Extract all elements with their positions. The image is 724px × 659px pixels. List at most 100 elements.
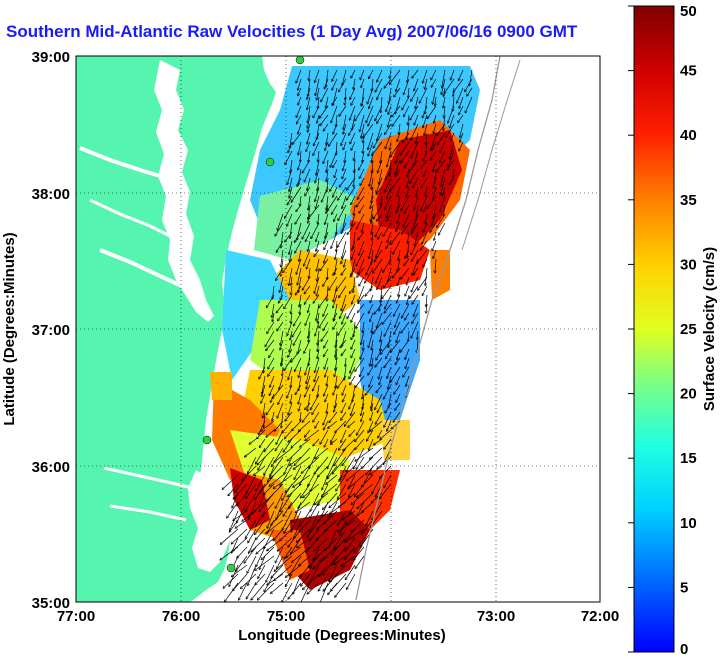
velocity-arrow	[449, 177, 455, 184]
velocity-arrow	[357, 267, 365, 277]
velocity-arrow	[251, 582, 266, 600]
velocity-arrow	[233, 573, 248, 591]
colorbar-tick-label: 10	[680, 515, 697, 532]
velocity-arrow	[354, 159, 355, 173]
velocity-arrow	[336, 348, 337, 359]
velocity-arrow	[304, 294, 311, 304]
velocity-arrow	[268, 465, 275, 482]
velocity-arrow	[371, 204, 374, 221]
velocity-arrow	[289, 186, 293, 198]
velocity-arrow	[288, 447, 302, 461]
velocity-arrow	[348, 474, 365, 489]
velocity-arrow	[287, 213, 293, 226]
velocity-arrow	[272, 447, 284, 466]
velocity-arrow	[377, 312, 383, 328]
velocity-arrow	[390, 366, 401, 382]
velocity-arrow	[359, 159, 365, 170]
velocity-arrow	[370, 348, 374, 366]
velocity-arrow	[366, 456, 383, 475]
velocity-arrow	[287, 321, 293, 336]
velocity-arrow	[417, 330, 418, 339]
velocity-arrow	[425, 78, 428, 89]
velocity-arrow	[298, 123, 302, 134]
velocity-arrow	[336, 276, 347, 291]
velocity-arrow	[263, 402, 266, 418]
velocity-arrow	[290, 222, 293, 238]
velocity-arrow	[417, 339, 418, 353]
velocity-arrow	[284, 519, 293, 533]
velocity-arrow	[306, 375, 311, 389]
velocity-arrow	[351, 258, 356, 275]
velocity-arrow	[404, 105, 410, 117]
velocity-arrow	[362, 393, 365, 409]
velocity-arrow	[326, 132, 329, 145]
velocity-arrow	[284, 357, 293, 371]
velocity-arrow	[276, 267, 284, 280]
velocity-arrow	[396, 330, 401, 342]
velocity-arrow	[286, 546, 302, 558]
velocity-arrow	[369, 438, 374, 450]
velocity-arrow	[434, 231, 437, 240]
colorbar-tick-label: 50	[680, 3, 697, 20]
velocity-arrow	[380, 330, 383, 342]
velocity-arrow	[423, 69, 428, 83]
velocity-arrow	[379, 375, 383, 385]
velocity-arrow	[256, 474, 266, 491]
velocity-arrow	[440, 150, 446, 162]
velocity-arrow	[342, 240, 347, 258]
velocity-arrow	[423, 204, 428, 212]
velocity-arrow	[343, 123, 347, 134]
lon-tick-label: 76:00	[162, 608, 200, 625]
velocity-arrow	[407, 294, 410, 305]
velocity-arrow	[307, 132, 311, 144]
velocity-arrow	[347, 573, 356, 589]
velocity-arrow	[345, 528, 356, 541]
velocity-arrow	[413, 177, 419, 188]
velocity-arrow	[401, 195, 410, 211]
velocity-arrow	[332, 546, 347, 565]
velocity-arrow	[358, 285, 365, 302]
velocity-arrow	[314, 456, 329, 474]
velocity-arrow	[345, 87, 346, 100]
velocity-arrow	[394, 384, 401, 394]
velocity-arrow	[400, 339, 410, 352]
velocity-arrow	[277, 321, 284, 331]
velocity-arrow	[291, 303, 293, 314]
velocity-arrow	[334, 528, 347, 548]
velocity-arrow	[367, 87, 374, 104]
velocity-arrow	[335, 339, 338, 357]
velocity-arrow	[412, 294, 419, 304]
velocity-arrow	[275, 438, 284, 451]
velocity-arrow	[284, 294, 293, 309]
velocity-arrow	[332, 69, 338, 81]
velocity-arrow	[376, 177, 383, 193]
velocity-arrow	[347, 303, 356, 318]
velocity-arrow	[351, 348, 356, 358]
velocity-arrow	[310, 492, 320, 511]
velocity-arrow	[384, 276, 392, 287]
velocity-arrow	[325, 222, 329, 238]
velocity-arrow	[242, 510, 257, 521]
velocity-arrow	[274, 420, 284, 431]
velocity-arrow	[290, 132, 293, 148]
velocity-arrow	[384, 384, 392, 399]
velocity-arrow	[259, 555, 266, 569]
velocity-arrow	[340, 465, 356, 479]
velocity-arrow	[299, 402, 302, 411]
velocity-arrow	[371, 492, 383, 503]
velocity-arrow	[343, 114, 347, 129]
velocity-arrow	[353, 276, 356, 292]
velocity-arrow	[447, 159, 455, 170]
velocity-arrow	[326, 168, 329, 181]
velocity-arrow	[418, 276, 428, 290]
chesapeake-bay	[154, 60, 214, 322]
velocity-arrow	[295, 285, 302, 295]
velocity-arrow	[439, 222, 446, 235]
velocity-arrow	[280, 330, 284, 345]
velocity-arrow	[359, 240, 365, 255]
velocity-arrow	[426, 303, 427, 313]
velocity-arrow	[276, 240, 284, 252]
velocity-arrow	[354, 168, 356, 187]
velocity-arrow	[333, 384, 338, 395]
velocity-arrow	[388, 267, 392, 282]
